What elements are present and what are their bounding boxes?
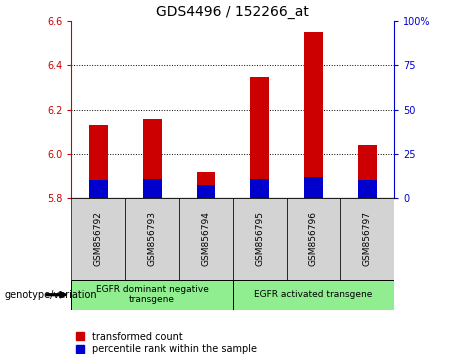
FancyBboxPatch shape — [71, 280, 233, 310]
FancyBboxPatch shape — [233, 198, 287, 280]
Bar — [250, 179, 269, 198]
Text: GSM856795: GSM856795 — [255, 211, 264, 267]
Text: EGFR dominant negative
transgene: EGFR dominant negative transgene — [96, 285, 208, 304]
FancyBboxPatch shape — [340, 198, 394, 280]
FancyBboxPatch shape — [233, 280, 394, 310]
FancyBboxPatch shape — [179, 198, 233, 280]
Bar — [358, 145, 377, 198]
FancyBboxPatch shape — [125, 198, 179, 280]
Bar — [89, 125, 108, 198]
Bar — [143, 119, 161, 198]
Text: genotype/variation: genotype/variation — [5, 290, 97, 300]
Bar — [304, 177, 323, 198]
Bar — [250, 76, 269, 198]
Bar — [358, 179, 377, 198]
Bar — [304, 32, 323, 198]
FancyBboxPatch shape — [71, 198, 125, 280]
Text: GSM856796: GSM856796 — [309, 211, 318, 267]
Text: GSM856794: GSM856794 — [201, 211, 210, 267]
Title: GDS4496 / 152266_at: GDS4496 / 152266_at — [156, 5, 309, 19]
FancyBboxPatch shape — [287, 198, 340, 280]
Text: GSM856793: GSM856793 — [148, 211, 157, 267]
Text: EGFR activated transgene: EGFR activated transgene — [254, 290, 372, 299]
Text: GSM856797: GSM856797 — [363, 211, 372, 267]
Bar — [196, 172, 215, 198]
Text: GSM856792: GSM856792 — [94, 211, 103, 267]
Bar — [196, 185, 215, 198]
Bar — [89, 180, 108, 198]
Legend: transformed count, percentile rank within the sample: transformed count, percentile rank withi… — [77, 332, 257, 354]
Bar — [143, 179, 161, 198]
